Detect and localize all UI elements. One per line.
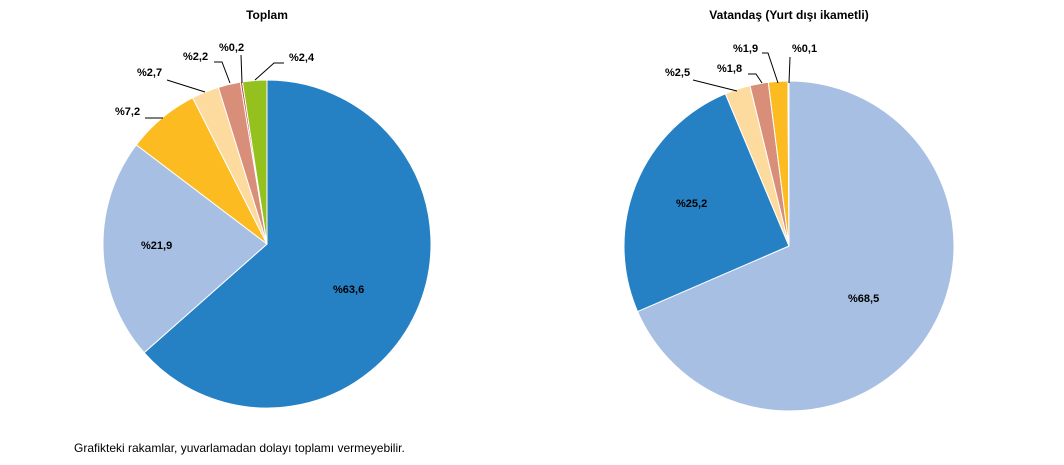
- data-label: %1,8: [717, 63, 743, 75]
- chart-title: Toplam: [246, 8, 288, 22]
- leader-line: [762, 52, 779, 84]
- data-label: %21,9: [141, 240, 173, 252]
- pie-slice: [143, 79, 432, 409]
- footnote: Grafikteki rakamlar, yuvarlamadan dolayı…: [74, 441, 405, 455]
- data-label: %68,5: [848, 293, 880, 305]
- pie-toplam: [102, 79, 432, 409]
- data-label: %2,5: [665, 67, 691, 79]
- data-label: %2,2: [183, 51, 209, 63]
- data-label: %0,1: [792, 43, 818, 55]
- data-label: %25,2: [676, 198, 708, 210]
- data-label: %0,2: [219, 42, 245, 54]
- data-label: %1,9: [733, 43, 759, 55]
- data-label: %2,7: [137, 67, 163, 79]
- leader-line: [240, 54, 243, 84]
- data-label: %7,2: [115, 106, 141, 118]
- leader-lines: [145, 52, 791, 119]
- data-label: %2,4: [289, 52, 315, 64]
- data-label: %63,6: [333, 284, 365, 296]
- chart-title: Vatandaş (Yurt dışı ikametli): [709, 8, 869, 22]
- pie-slice: [636, 80, 955, 412]
- pie-vatandas: [623, 80, 955, 412]
- leader-line: [748, 73, 763, 84]
- leader-line: [692, 79, 738, 92]
- leader-line: [788, 56, 791, 84]
- leader-line: [166, 79, 206, 93]
- leader-line: [214, 61, 231, 84]
- leader-line: [254, 62, 284, 81]
- pie-slice: [102, 144, 268, 354]
